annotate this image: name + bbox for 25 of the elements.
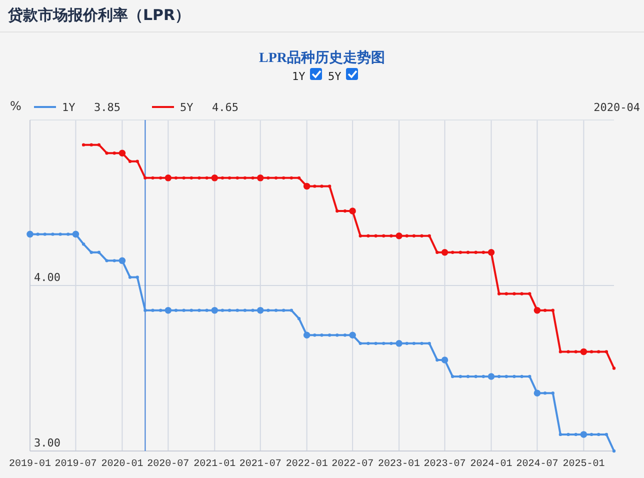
x-tick-label: 2019-01	[8, 459, 52, 470]
x-tick-label: 2024-07	[516, 459, 558, 470]
x-tick-label: 2023-07	[424, 459, 466, 470]
x-tick-label: 2023-01	[378, 459, 420, 470]
y-tick-label: 3.00	[34, 436, 60, 450]
x-tick-label: 2019-07	[54, 459, 97, 470]
legend-label: 5Y	[180, 101, 194, 114]
legend-label: 1Y	[62, 101, 76, 114]
text: 3.85	[94, 101, 120, 114]
y-axis-title: %	[10, 99, 22, 113]
x-tick-label: 2022-07	[332, 459, 374, 470]
x-tick-label: 2020-01	[101, 459, 144, 470]
text: 1Y	[292, 70, 306, 83]
text: 2020-04	[594, 101, 640, 114]
x-tick-label: 2024-01	[470, 459, 512, 470]
y-tick-label: 4.00	[34, 271, 60, 284]
x-tick-label: 2021-01	[194, 459, 236, 470]
x-tick-label: 2022-01	[286, 459, 328, 470]
x-tick-label: 2021-07	[239, 459, 282, 470]
text: 5Y	[328, 70, 342, 83]
text: 4.65	[212, 101, 238, 114]
x-tick-label: 2025-01	[562, 459, 605, 470]
x-tick-label: 2020-07	[147, 459, 190, 470]
chart-title: 贷款市场报价利率（LPR）	[7, 6, 190, 24]
chart-subtitle: LPR品种历史走势图	[259, 50, 385, 66]
